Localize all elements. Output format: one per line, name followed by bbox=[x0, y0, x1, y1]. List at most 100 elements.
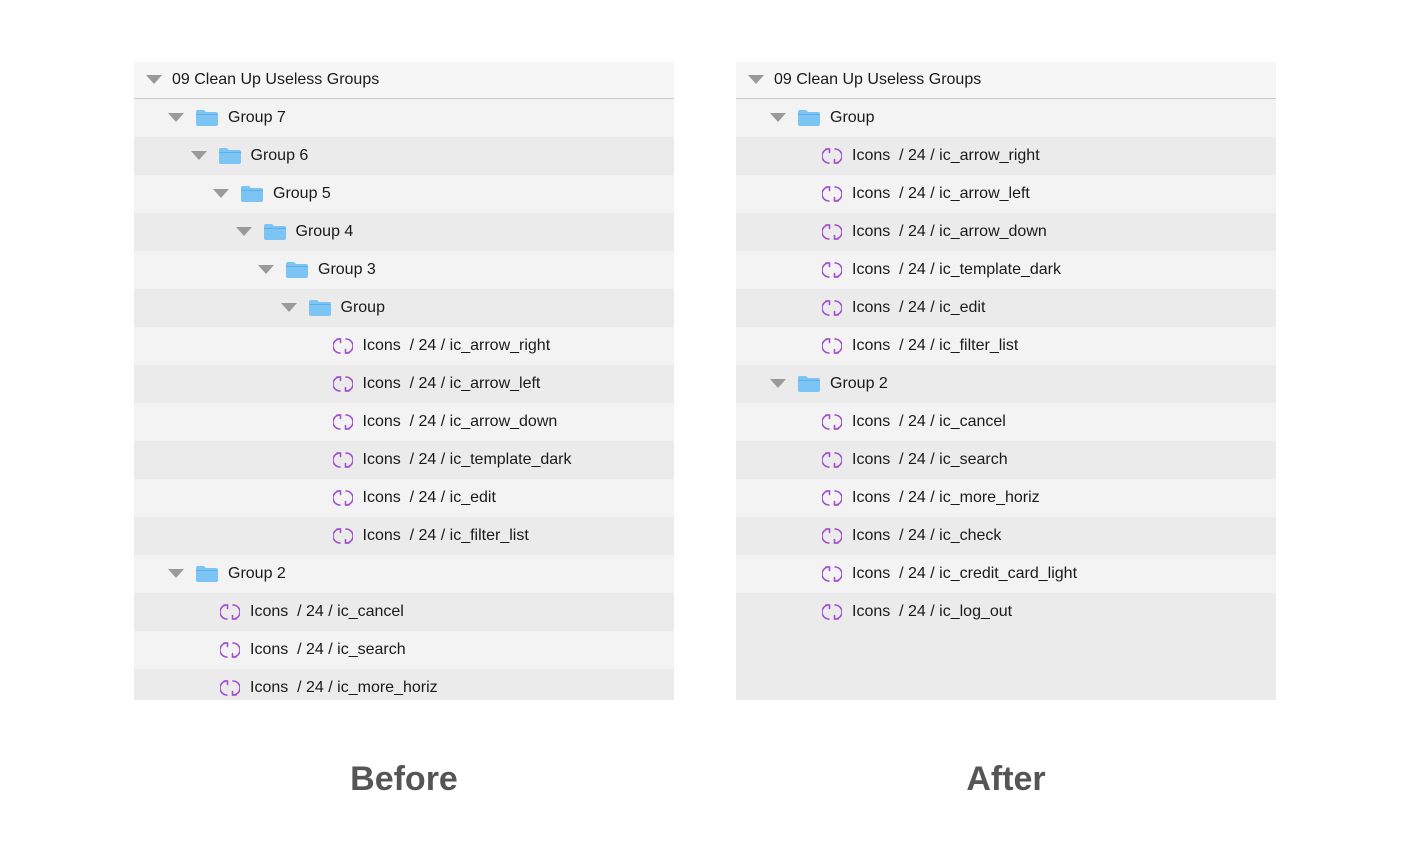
layer-row-group[interactable]: Group 5 bbox=[134, 175, 674, 213]
layer-name: Icons / 24 / ic_log_out bbox=[852, 603, 1013, 620]
layer-row-symbol[interactable]: Icons / 24 / ic_more_horiz bbox=[134, 669, 674, 700]
layer-name: Icons / 24 / ic_search bbox=[852, 451, 1008, 468]
symbol-icon bbox=[821, 564, 843, 584]
disclosure-triangle-icon[interactable] bbox=[770, 113, 786, 122]
disclosure-triangle-icon[interactable] bbox=[280, 303, 297, 312]
layer-row-symbol[interactable]: Icons / 24 / ic_filter_list bbox=[134, 517, 674, 555]
layer-row-symbol[interactable]: Icons / 24 / ic_cancel bbox=[736, 403, 1276, 441]
layer-name: Icons / 24 / ic_arrow_left bbox=[362, 375, 541, 392]
page-title: 09 Clean Up Useless Groups bbox=[172, 71, 380, 88]
layer-name: Icons / 24 / ic_arrow_right bbox=[852, 147, 1040, 164]
layer-row-symbol[interactable]: Icons / 24 / ic_more_horiz bbox=[736, 479, 1276, 517]
layer-row-group[interactable]: Group 3 bbox=[134, 251, 674, 289]
layer-row-symbol[interactable]: Icons / 24 / ic_log_out bbox=[736, 593, 1276, 631]
layer-row-symbol[interactable]: Icons / 24 / ic_template_dark bbox=[134, 441, 674, 479]
layer-name: Group bbox=[830, 109, 875, 126]
layer-row-symbol[interactable]: Icons / 24 / ic_arrow_down bbox=[736, 213, 1276, 251]
layers-panel-after: 09 Clean Up Useless Groups Group Icons / … bbox=[736, 62, 1276, 700]
layer-row-symbol[interactable]: Icons / 24 / ic_search bbox=[134, 631, 674, 669]
layer-name: Icons / 24 / ic_more_horiz bbox=[852, 489, 1040, 506]
layer-name: Icons / 24 / ic_credit_card_light bbox=[852, 565, 1078, 582]
folder-icon bbox=[218, 148, 241, 164]
layer-name: Icons / 24 / ic_template_dark bbox=[362, 451, 572, 468]
page-header[interactable]: 09 Clean Up Useless Groups bbox=[134, 62, 674, 99]
before-caption: Before bbox=[350, 760, 458, 798]
disclosure-triangle-icon[interactable] bbox=[258, 265, 274, 274]
layer-row-symbol[interactable]: Icons / 24 / ic_arrow_right bbox=[736, 137, 1276, 175]
layers-panel-before: 09 Clean Up Useless Groups Group 7 Group … bbox=[134, 62, 674, 700]
symbol-icon bbox=[821, 488, 843, 508]
layer-row-symbol[interactable]: Icons / 24 / ic_arrow_left bbox=[736, 175, 1276, 213]
layer-row-symbol[interactable]: Icons / 24 / ic_template_dark bbox=[736, 251, 1276, 289]
symbol-icon bbox=[331, 412, 354, 432]
page-header[interactable]: 09 Clean Up Useless Groups bbox=[736, 62, 1276, 99]
layer-row-group[interactable]: Group bbox=[736, 99, 1276, 137]
symbol-icon bbox=[821, 412, 843, 432]
layer-row-symbol[interactable]: Icons / 24 / ic_edit bbox=[736, 289, 1276, 327]
layer-row-group[interactable]: Group 2 bbox=[134, 555, 674, 593]
symbol-icon bbox=[821, 602, 843, 622]
folder-icon bbox=[308, 300, 331, 316]
layer-row-symbol[interactable]: Icons / 24 / ic_check bbox=[736, 517, 1276, 555]
layer-name: Icons / 24 / ic_filter_list bbox=[362, 527, 529, 544]
symbol-icon bbox=[821, 298, 843, 318]
layer-name: Icons / 24 / ic_arrow_right bbox=[362, 337, 551, 354]
disclosure-triangle-icon[interactable] bbox=[168, 569, 184, 578]
folder-icon bbox=[798, 376, 820, 392]
layer-name: Icons / 24 / ic_arrow_left bbox=[852, 185, 1030, 202]
layer-row-group[interactable]: Group 6 bbox=[134, 137, 674, 175]
symbol-icon bbox=[331, 450, 354, 470]
layer-row-group[interactable]: Group 2 bbox=[736, 365, 1276, 403]
layer-row-symbol[interactable]: Icons / 24 / ic_search bbox=[736, 441, 1276, 479]
layer-name: Group 6 bbox=[250, 147, 309, 164]
layer-name: Icons / 24 / ic_template_dark bbox=[852, 261, 1061, 278]
folder-icon bbox=[241, 186, 263, 202]
symbol-icon bbox=[331, 526, 354, 546]
layer-row-symbol[interactable]: Icons / 24 / ic_arrow_right bbox=[134, 327, 674, 365]
layer-name: Group 7 bbox=[228, 109, 286, 126]
symbol-icon bbox=[331, 374, 354, 394]
symbol-icon bbox=[821, 450, 843, 470]
layer-name: Icons / 24 / ic_check bbox=[852, 527, 1002, 544]
disclosure-triangle-icon[interactable] bbox=[190, 151, 207, 160]
symbol-icon bbox=[219, 602, 241, 622]
folder-icon bbox=[798, 110, 820, 126]
layer-name: Icons / 24 / ic_cancel bbox=[250, 603, 404, 620]
layer-row-symbol[interactable]: Icons / 24 / ic_cancel bbox=[134, 593, 674, 631]
layer-row-group[interactable]: Group 4 bbox=[134, 213, 674, 251]
after-caption: After bbox=[966, 760, 1046, 798]
layer-row-symbol[interactable]: Icons / 24 / ic_credit_card_light bbox=[736, 555, 1276, 593]
layer-name: Icons / 24 / ic_search bbox=[250, 641, 406, 658]
disclosure-triangle-icon[interactable] bbox=[235, 227, 252, 236]
disclosure-triangle-icon[interactable] bbox=[770, 379, 786, 388]
layer-name: Icons / 24 / ic_edit bbox=[362, 489, 496, 506]
symbol-icon bbox=[821, 146, 843, 166]
layer-name: Icons / 24 / ic_arrow_down bbox=[362, 413, 558, 430]
layer-name: Group 2 bbox=[228, 565, 286, 582]
layer-row-symbol[interactable]: Icons / 24 / ic_filter_list bbox=[736, 327, 1276, 365]
layer-row-symbol[interactable]: Icons / 24 / ic_arrow_down bbox=[134, 403, 674, 441]
symbol-icon bbox=[821, 184, 843, 204]
layer-name: Group 3 bbox=[318, 261, 376, 278]
folder-icon bbox=[196, 110, 218, 126]
symbol-icon bbox=[821, 336, 843, 356]
disclosure-triangle-icon[interactable] bbox=[146, 75, 162, 84]
symbol-icon bbox=[219, 678, 241, 698]
folder-icon bbox=[196, 566, 218, 582]
disclosure-triangle-icon[interactable] bbox=[213, 189, 229, 198]
layer-name: Icons / 24 / ic_edit bbox=[852, 299, 986, 316]
layer-row-symbol[interactable]: Icons / 24 / ic_arrow_left bbox=[134, 365, 674, 403]
disclosure-triangle-icon[interactable] bbox=[168, 113, 184, 122]
layer-row-group[interactable]: Group bbox=[134, 289, 674, 327]
folder-icon bbox=[263, 224, 286, 240]
layer-row-group[interactable]: Group 7 bbox=[134, 99, 674, 137]
symbol-icon bbox=[331, 488, 354, 508]
symbol-icon bbox=[821, 526, 843, 546]
page-title: 09 Clean Up Useless Groups bbox=[774, 71, 982, 88]
layer-name: Icons / 24 / ic_arrow_down bbox=[852, 223, 1047, 240]
disclosure-triangle-icon[interactable] bbox=[748, 75, 764, 84]
layer-row-symbol[interactable]: Icons / 24 / ic_edit bbox=[134, 479, 674, 517]
layer-name: Icons / 24 / ic_filter_list bbox=[852, 337, 1019, 354]
symbol-icon bbox=[219, 640, 241, 660]
symbol-icon bbox=[331, 336, 354, 356]
